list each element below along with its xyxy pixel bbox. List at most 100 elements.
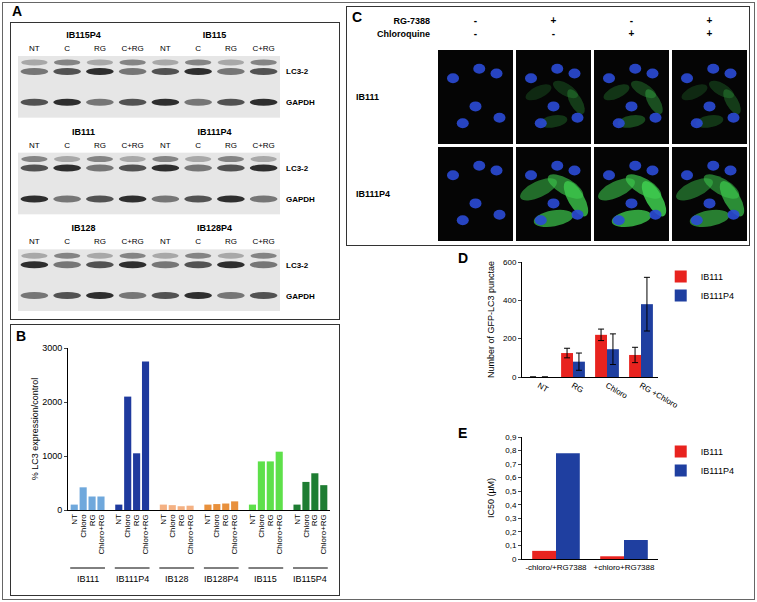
svg-text:Number of GFP-LC3 punctae: Number of GFP-LC3 punctae [486, 261, 496, 378]
svg-text:0: 0 [57, 505, 62, 515]
svg-text:RG: RG [310, 514, 319, 526]
svg-text:GAPDH: GAPDH [286, 292, 315, 301]
svg-text:0,1: 0,1 [505, 541, 517, 550]
svg-text:+: + [551, 15, 557, 26]
svg-text:C: C [195, 237, 201, 246]
svg-text:GAPDH: GAPDH [286, 98, 315, 107]
svg-text:RG: RG [88, 514, 97, 526]
svg-text:C+RG: C+RG [121, 237, 143, 246]
svg-text:Chloro: Chloro [79, 514, 88, 538]
svg-text:RG: RG [94, 237, 106, 246]
svg-text:IB111: IB111 [72, 127, 95, 137]
svg-text:% LC3 expression/control: % LC3 expression/control [30, 378, 40, 481]
svg-text:Chloro: Chloro [604, 381, 629, 401]
svg-text:IB115P4: IB115P4 [66, 30, 101, 40]
svg-text:0,6: 0,6 [505, 473, 517, 482]
svg-text:C+RG: C+RG [252, 44, 274, 53]
svg-text:C: C [64, 237, 70, 246]
svg-text:+chloro+RG7388: +chloro+RG7388 [594, 563, 655, 572]
svg-text:Chloroquine: Chloroquine [377, 29, 430, 39]
svg-text:C: C [195, 44, 201, 53]
svg-text:RG: RG [225, 141, 237, 150]
svg-text:IB128P4: IB128P4 [204, 574, 239, 584]
svg-text:C+RG: C+RG [252, 141, 274, 150]
svg-text:IB115: IB115 [254, 574, 277, 584]
svg-text:Chloro+RG: Chloro+RG [97, 514, 106, 554]
svg-text:RG: RG [94, 141, 106, 150]
svg-text:IB111: IB111 [77, 574, 99, 584]
svg-text:IB111: IB111 [356, 92, 379, 102]
svg-text:C+RG: C+RG [121, 141, 143, 150]
svg-text:RG: RG [132, 514, 141, 526]
svg-text:GAPDH: GAPDH [286, 195, 315, 204]
svg-text:0,9: 0,9 [505, 433, 517, 442]
svg-text:Chloro: Chloro [302, 514, 311, 538]
svg-text:IC50 (µM): IC50 (µM) [486, 478, 496, 518]
svg-text:LC3-2: LC3-2 [286, 261, 309, 270]
svg-text:RG-7388: RG-7388 [393, 16, 430, 26]
svg-text:Chloro: Chloro [168, 514, 177, 538]
svg-text:+: + [629, 28, 635, 39]
svg-text:NT: NT [70, 514, 79, 525]
svg-text:RG: RG [225, 237, 237, 246]
svg-text:LC3-2: LC3-2 [286, 67, 309, 76]
svg-text:C: C [64, 141, 70, 150]
svg-text:RG: RG [225, 44, 237, 53]
svg-text:NT: NT [248, 514, 257, 525]
svg-text:NT: NT [29, 44, 40, 53]
svg-text:IB128: IB128 [165, 574, 189, 584]
svg-text:NT: NT [160, 237, 171, 246]
svg-text:400: 400 [503, 296, 517, 305]
svg-text:IB111P4: IB111P4 [116, 574, 149, 584]
svg-text:200: 200 [503, 334, 517, 343]
svg-text:Chloro+RG: Chloro+RG [186, 514, 195, 554]
svg-text:IB111: IB111 [701, 447, 723, 457]
svg-text:0: 0 [512, 373, 517, 382]
svg-text:1000: 1000 [42, 451, 62, 461]
svg-text:RG: RG [94, 44, 106, 53]
svg-text:0,2: 0,2 [505, 528, 517, 537]
svg-text:C: C [195, 141, 201, 150]
svg-text:C+RG: C+RG [252, 237, 274, 246]
svg-text:3000: 3000 [42, 343, 62, 353]
svg-text:IB128: IB128 [71, 223, 95, 233]
svg-text:RG +Chloro: RG +Chloro [638, 381, 680, 410]
svg-text:Chloro+RG: Chloro+RG [230, 514, 239, 554]
svg-text:NT: NT [204, 514, 213, 525]
svg-text:Chloro+RG: Chloro+RG [319, 514, 328, 554]
svg-text:-: - [630, 15, 633, 26]
svg-text:0,7: 0,7 [505, 460, 517, 469]
svg-text:0,8: 0,8 [505, 446, 517, 455]
svg-text:IB111: IB111 [701, 272, 723, 282]
svg-text:NT: NT [536, 381, 550, 394]
svg-text:C: C [64, 44, 70, 53]
svg-text:Chloro+RG: Chloro+RG [141, 514, 150, 554]
svg-text:IB111P4: IB111P4 [197, 127, 231, 137]
svg-text:IB111P4: IB111P4 [701, 466, 734, 476]
svg-text:NT: NT [160, 141, 171, 150]
svg-text:NT: NT [29, 141, 40, 150]
svg-text:NT: NT [29, 237, 40, 246]
svg-text:Chloro: Chloro [212, 514, 221, 538]
svg-text:RG: RG [177, 514, 186, 526]
svg-text:0: 0 [512, 555, 517, 564]
svg-text:Chloro+RG: Chloro+RG [275, 514, 284, 554]
svg-text:-: - [474, 28, 477, 39]
svg-text:NT: NT [114, 514, 123, 525]
svg-text:0,4: 0,4 [505, 501, 517, 510]
svg-text:LC3-2: LC3-2 [286, 164, 309, 173]
svg-text:NT: NT [159, 514, 168, 525]
svg-text:0,3: 0,3 [505, 514, 517, 523]
svg-text:IB111P4: IB111P4 [356, 189, 390, 199]
svg-text:0,5: 0,5 [505, 487, 517, 496]
svg-text:Chloro: Chloro [123, 514, 132, 538]
svg-text:RG: RG [221, 514, 230, 526]
svg-text:IB111P4: IB111P4 [701, 291, 734, 301]
svg-text:C+RG: C+RG [121, 44, 143, 53]
svg-text:+: + [707, 28, 713, 39]
svg-text:-chloro/+RG7388: -chloro/+RG7388 [525, 563, 587, 572]
svg-text:Chloro: Chloro [257, 514, 266, 538]
svg-text:NT: NT [160, 44, 171, 53]
svg-text:IB115P4: IB115P4 [293, 574, 327, 584]
svg-text:IB128P4: IB128P4 [197, 223, 232, 233]
